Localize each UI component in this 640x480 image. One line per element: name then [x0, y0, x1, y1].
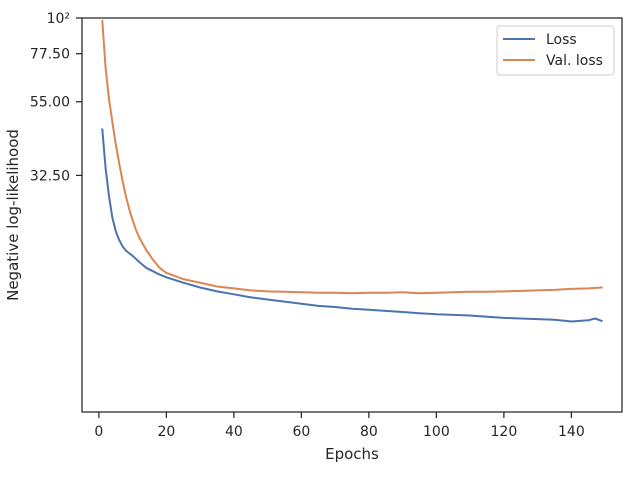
x-axis: 0 20 40 60 80 100 120 140: [94, 412, 585, 440]
legend: Loss Val. loss: [496, 25, 615, 76]
x-tick-label: 20: [157, 424, 175, 440]
y-tick-label: 55.00: [30, 95, 70, 111]
plot-area: [101, 19, 603, 323]
plot-frame: [81, 17, 623, 413]
x-tick-label: 0: [94, 424, 103, 440]
legend-label-loss: Loss: [546, 32, 577, 48]
x-tick-label: 100: [423, 424, 450, 440]
x-axis-label: Epochs: [325, 445, 379, 463]
x-tick-label: 80: [360, 424, 378, 440]
x-tick-label: 140: [558, 424, 585, 440]
x-tick-label: 120: [491, 424, 518, 440]
series-line-loss: [101, 128, 603, 323]
y-tick-label: 10²: [47, 11, 70, 27]
y-axis-label: Negative log-likelihood: [4, 129, 22, 301]
y-tick-label: 32.50: [30, 168, 70, 184]
series-line-val-loss: [101, 19, 603, 295]
x-tick-label: 60: [292, 424, 310, 440]
legend-label-val-loss: Val. loss: [546, 53, 603, 69]
x-tick-label: 40: [225, 424, 243, 440]
y-tick-label: 77.50: [30, 47, 70, 63]
y-axis: 32.50 55.00 77.50 10²: [30, 11, 82, 184]
